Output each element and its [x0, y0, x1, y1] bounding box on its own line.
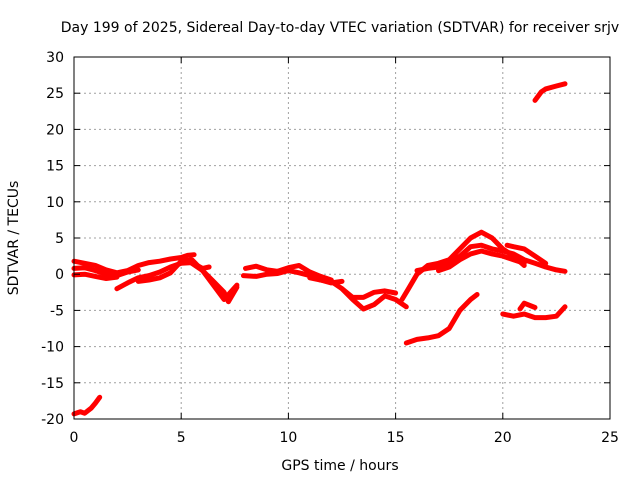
- series-line-segment-m: [436, 248, 527, 274]
- y-tick-label: 20: [46, 122, 64, 138]
- x-tick-label: 5: [177, 430, 186, 446]
- series-line-segment-q: [517, 300, 538, 312]
- series-line-segment-p: [500, 304, 568, 321]
- series-line-segment-r: [532, 81, 568, 103]
- series-line-segment-c: [71, 271, 120, 281]
- y-tick-label: 30: [46, 50, 64, 66]
- x-tick-label: 15: [387, 430, 405, 446]
- y-tick-label: 10: [46, 195, 64, 211]
- y-tick-label: -10: [41, 340, 64, 356]
- x-tick-label: 0: [70, 430, 79, 446]
- series-line-segment-f: [189, 260, 240, 305]
- x-axis-label: GPS time / hours: [281, 458, 398, 474]
- series-line-segment-s: [71, 394, 103, 417]
- x-tick-label: 20: [494, 430, 512, 446]
- y-tick-label: 15: [46, 159, 64, 175]
- y-tick-label: 0: [55, 267, 64, 283]
- x-tick-label: 10: [279, 430, 297, 446]
- series-line-segment-k: [399, 229, 527, 302]
- series-layer: [71, 81, 568, 417]
- series-line-segment-l: [414, 242, 568, 274]
- chart-title: Day 199 of 2025, Sidereal Day-to-day VTE…: [61, 20, 619, 36]
- y-tick-label: -20: [41, 412, 64, 428]
- series-line-segment-b: [71, 265, 141, 279]
- y-tick-label: -5: [50, 303, 64, 319]
- series-line-segment-i: [307, 275, 409, 312]
- tick-layer: 0 5 10 15 20 25 -20 -15 -10 -5 0 5 10 15 20 25 30: [41, 50, 619, 446]
- series-line-segment-n: [504, 242, 549, 266]
- series-line-segment-j: [339, 286, 399, 300]
- y-tick-label: 5: [55, 231, 64, 247]
- y-tick-label: -15: [41, 376, 64, 392]
- x-tick-label: 25: [601, 430, 619, 446]
- grid-layer: [74, 57, 610, 419]
- series-line-segment-a: [71, 252, 197, 276]
- y-tick-label: 25: [46, 86, 64, 102]
- series-line-segment-g: [243, 263, 334, 283]
- y-axis-label: SDTVAR / TECUs: [6, 181, 22, 296]
- series-line-segment-o: [403, 292, 480, 346]
